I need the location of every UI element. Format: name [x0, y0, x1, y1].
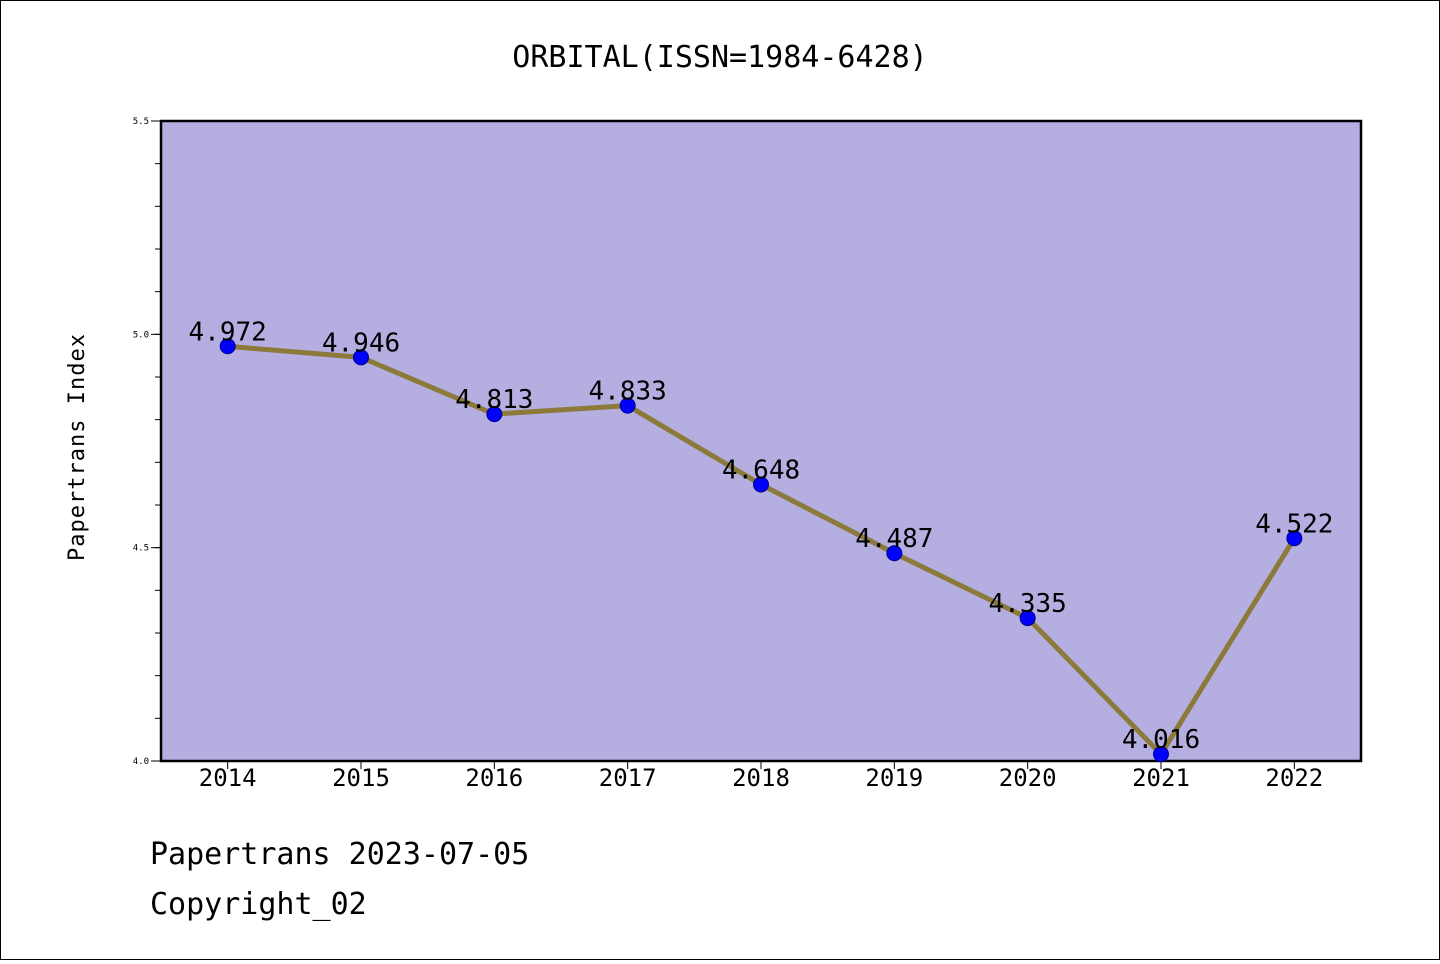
y-axis: 4.0 4.5 5.0 5.5	[133, 117, 161, 767]
y-axis-label: Papertrans Index	[65, 333, 90, 561]
y-tick-label: 5.5	[133, 117, 149, 127]
footer-copyright: Copyright_02	[150, 887, 367, 922]
data-point-2018	[753, 476, 769, 493]
data-label-2020: 4.335	[989, 589, 1067, 619]
x-tick-label: 2018	[732, 764, 790, 792]
data-label-2019: 4.487	[855, 524, 933, 554]
data-label-2016: 4.813	[455, 385, 533, 415]
data-point-2020	[1019, 610, 1036, 627]
data-point-2019	[886, 545, 903, 562]
data-label-2017: 4.833	[589, 377, 667, 407]
data-point-2014	[219, 338, 236, 355]
data-point-2022	[1286, 530, 1303, 547]
x-tick-label: 2020	[999, 764, 1057, 792]
data-labels-group: 4.972 4.946 4.813 4.833 4.648 4.487 4.335 4.016…	[189, 317, 1334, 755]
chart-title: ORBITAL(ISSN=1984-6428)	[512, 40, 927, 75]
data-label-2018: 4.648	[722, 456, 800, 486]
x-tick-label: 2019	[865, 764, 923, 792]
data-label-2021: 4.016	[1122, 725, 1200, 755]
x-tick-label: 2014	[199, 764, 257, 792]
data-label-2014: 4.972	[189, 317, 267, 347]
x-tick-label: 2016	[465, 764, 523, 792]
x-tick-label: 2015	[332, 764, 390, 792]
markers-group	[219, 338, 1303, 763]
data-point-2021	[1153, 746, 1169, 763]
x-tick-label: 2021	[1132, 764, 1190, 792]
data-point-2015	[353, 349, 369, 366]
data-label-2015: 4.946	[322, 328, 400, 358]
data-point-2017	[619, 397, 636, 414]
x-tick-label: 2017	[599, 764, 657, 792]
plot-area	[159, 119, 1363, 763]
y-tick-label: 5.0	[133, 330, 149, 340]
data-label-2022: 4.522	[1255, 509, 1333, 539]
x-axis: 2014 2015 2016 2017 2018 2019 2020 2021 2022	[199, 761, 1323, 792]
data-point-2016	[486, 406, 503, 423]
y-tick-label: 4.0	[133, 757, 149, 767]
x-tick-label: 2022	[1265, 764, 1323, 792]
y-tick-label: 4.5	[133, 544, 149, 554]
footer-date: Papertrans 2023-07-05	[150, 837, 529, 872]
